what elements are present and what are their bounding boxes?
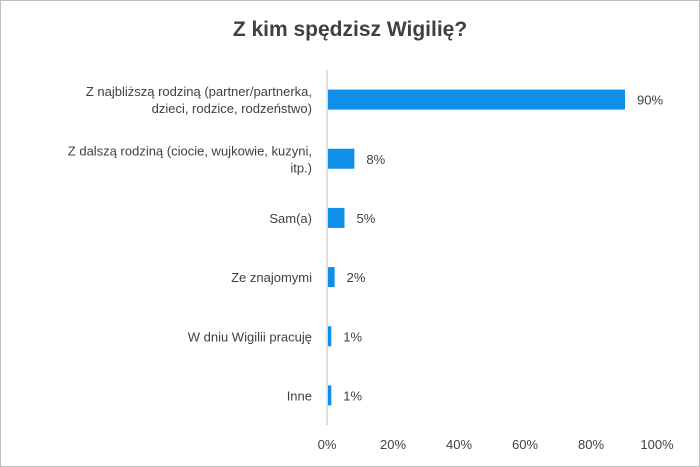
category-label-2: Sam(a) [269,211,312,226]
category-label-0-line-1: dzieci, rodzice, rodzeństwo) [152,101,312,116]
category-label-3: Ze znajomymi [231,270,312,285]
data-label-1: 8% [366,152,385,167]
x-tick-label-4: 80% [578,437,604,452]
category-label-0-line-0: Z najbliższą rodziną (partner/partnerka, [86,84,312,99]
bar-0 [328,89,625,110]
data-label-3: 2% [347,270,366,285]
x-tick-label-2: 40% [446,437,472,452]
data-label-0: 90% [637,93,663,108]
bar-2 [328,207,345,228]
x-tick-label-3: 60% [512,437,538,452]
bar-5 [328,385,332,406]
category-label-1-line-1: itp.) [290,160,312,175]
bar-3 [328,267,335,288]
bar-4 [328,326,332,347]
x-tick-label-0: 0% [318,437,337,452]
category-label-5: Inne [287,388,312,403]
bar-1 [328,148,355,169]
data-label-4: 1% [343,329,362,344]
category-label-4: W dniu Wigilii pracuję [188,329,312,344]
data-label-2: 5% [357,211,376,226]
chart-title: Z kim spędzisz Wigilię? [232,18,468,41]
data-label-5: 1% [343,388,362,403]
x-tick-label-5: 100% [640,437,674,452]
x-tick-label-1: 20% [380,437,406,452]
category-label-1-line-0: Z dalszą rodziną (ciocie, wujkowie, kuzy… [68,143,312,158]
